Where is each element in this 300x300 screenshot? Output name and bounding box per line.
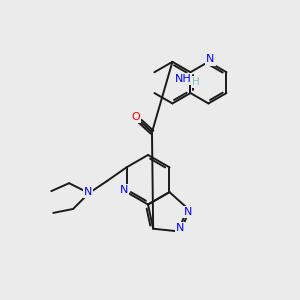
Text: N: N (184, 207, 192, 217)
Text: N: N (84, 187, 92, 197)
Text: N: N (176, 223, 184, 233)
Text: N: N (119, 185, 128, 195)
Text: O: O (132, 112, 140, 122)
Text: H: H (192, 77, 200, 87)
Text: NH: NH (175, 74, 192, 84)
Text: N: N (206, 55, 214, 65)
Text: N: N (206, 54, 214, 64)
